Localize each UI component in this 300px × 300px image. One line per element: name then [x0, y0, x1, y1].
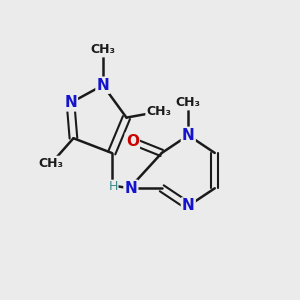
Text: N: N: [182, 128, 195, 143]
Text: CH₃: CH₃: [176, 96, 201, 110]
Text: N: N: [97, 78, 109, 93]
Text: N: N: [64, 95, 77, 110]
Text: O: O: [126, 134, 139, 149]
Text: CH₃: CH₃: [39, 157, 64, 170]
Text: N: N: [182, 198, 195, 213]
Text: CH₃: CH₃: [90, 44, 116, 56]
Text: H: H: [109, 180, 118, 193]
Text: CH₃: CH₃: [146, 105, 171, 118]
Text: N: N: [124, 181, 137, 196]
